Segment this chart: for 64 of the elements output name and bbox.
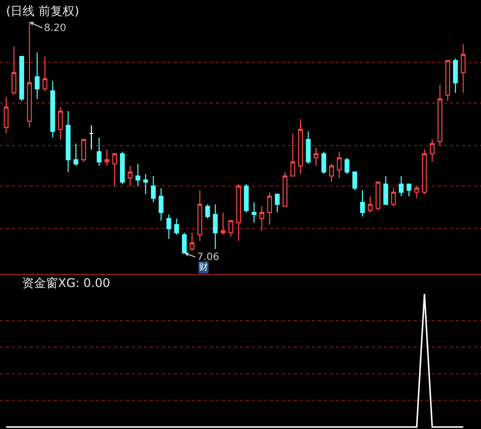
candlestick xyxy=(96,137,102,166)
chart-title: (日线 前复权) xyxy=(6,4,80,18)
annotation: 7.06 xyxy=(197,252,220,263)
candlestick xyxy=(182,232,187,254)
text: 财 xyxy=(199,262,208,273)
candlestick xyxy=(128,165,133,187)
candlestick xyxy=(197,190,202,242)
candlestick xyxy=(430,139,435,162)
candlestick xyxy=(406,184,412,197)
candlestick xyxy=(104,149,110,166)
candlestick xyxy=(166,214,172,240)
candlestick xyxy=(205,204,210,220)
candlestick xyxy=(398,176,404,197)
candlestick xyxy=(66,110,71,172)
candlestick xyxy=(42,56,48,92)
candlestick xyxy=(352,171,358,191)
candlestick xyxy=(360,190,365,218)
candlestick xyxy=(383,176,388,205)
candlestick xyxy=(112,153,118,187)
candlestick xyxy=(135,163,140,187)
candlestick xyxy=(314,147,318,166)
candlestick xyxy=(344,157,350,174)
candlestick xyxy=(143,173,148,195)
candlestick xyxy=(321,151,326,174)
candlestick xyxy=(336,151,342,179)
candlestick xyxy=(290,132,296,177)
candlestick xyxy=(453,58,458,94)
candlestick xyxy=(282,171,288,207)
candlestick xyxy=(438,84,442,146)
candlestick xyxy=(391,188,396,207)
candlestick xyxy=(422,149,427,195)
candlestick xyxy=(89,124,94,150)
candlestick xyxy=(414,186,420,199)
chart-title: 资金窗XG: 0.00 xyxy=(22,276,110,290)
candlestick xyxy=(120,151,125,185)
candlestick xyxy=(220,212,226,236)
candlestick xyxy=(50,80,56,138)
candlestick xyxy=(329,163,334,183)
candlestick xyxy=(212,204,218,250)
candlestick xyxy=(81,139,86,162)
candlestick xyxy=(174,218,179,236)
candlestick xyxy=(158,188,164,222)
candlestick xyxy=(445,60,450,102)
candlestick xyxy=(244,184,249,213)
candlestick xyxy=(150,176,156,203)
candlestick xyxy=(228,220,234,238)
annotation: 8.20 xyxy=(44,23,66,34)
candlestick xyxy=(34,52,40,100)
candlestick xyxy=(306,130,311,164)
candlestick xyxy=(74,143,78,166)
candlestick xyxy=(12,46,16,96)
candlestick xyxy=(368,196,373,213)
candlestick xyxy=(267,192,272,226)
candlestick xyxy=(274,194,280,213)
candlestick xyxy=(252,202,256,224)
candlestick xyxy=(190,232,194,252)
candlestick xyxy=(460,44,466,94)
candlestick xyxy=(298,118,303,174)
candlestick xyxy=(19,56,24,102)
candlestick xyxy=(4,96,9,134)
candlestick xyxy=(236,184,241,242)
candlestick xyxy=(259,206,264,232)
candlestick xyxy=(58,106,63,140)
candlestick xyxy=(376,182,380,211)
